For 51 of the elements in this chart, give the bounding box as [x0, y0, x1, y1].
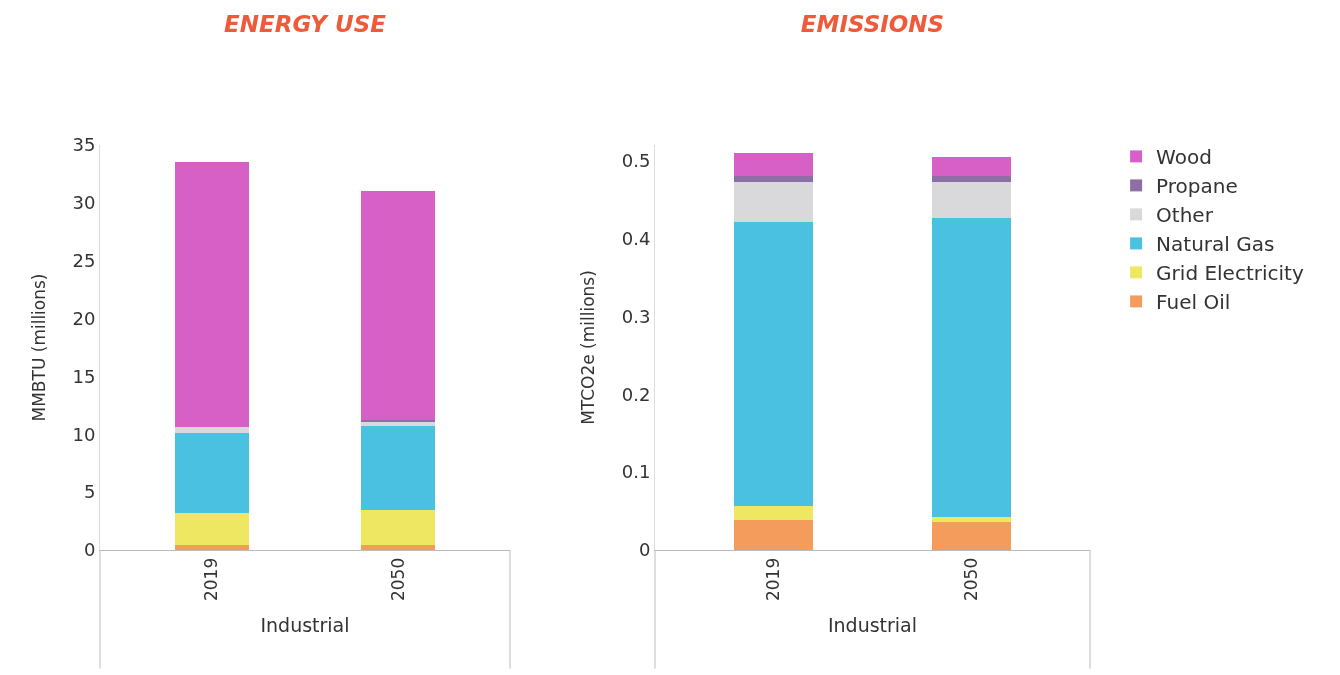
y-tick-label: 20	[72, 307, 96, 329]
y-tick-label: 15	[72, 365, 96, 387]
chart-title: EMISSIONS	[800, 10, 945, 37]
bar	[931, 156, 1011, 177]
bar	[174, 162, 250, 428]
bar	[931, 176, 1011, 183]
bar	[931, 182, 1011, 219]
bar	[734, 152, 814, 177]
y-tick-label: 5	[83, 481, 96, 503]
y-tick-label: 0.4	[621, 227, 651, 249]
bar	[734, 520, 814, 550]
bar	[174, 512, 250, 546]
bar	[931, 521, 1011, 550]
legend-label: Wood	[1156, 145, 1212, 170]
bar	[174, 427, 250, 434]
legend-label: Propane	[1156, 174, 1238, 199]
chart-title: ENERGY USE	[224, 10, 387, 37]
y-tick-label: 0.3	[621, 305, 651, 327]
y-tick-label: 0.5	[621, 149, 651, 171]
x-axis-title: Industrial	[827, 613, 918, 636]
y-axis-title: MTCO2e (millions)	[578, 270, 599, 425]
bar	[734, 506, 814, 521]
bar	[360, 509, 436, 546]
bar	[734, 222, 814, 507]
x-tick-label: 2050	[960, 557, 981, 602]
bar	[360, 191, 436, 421]
x-axis-title: Industrial	[260, 613, 350, 636]
legend-label: Fuel Oil	[1156, 290, 1231, 315]
y-tick-label: 30	[72, 192, 96, 214]
y-tick-label: 25	[72, 250, 96, 272]
x-tick-label: 2019	[763, 557, 784, 602]
x-tick-label: 2050	[387, 557, 408, 602]
y-tick-label: 35	[72, 134, 96, 156]
y-tick-label: 0	[83, 539, 96, 561]
y-tick-label: 0.2	[621, 383, 651, 405]
y-tick-label: 10	[72, 423, 96, 445]
bar	[360, 545, 436, 550]
legend-label: Other	[1156, 203, 1214, 228]
bar	[734, 181, 814, 223]
bar	[931, 218, 1011, 518]
y-axis-title: MMBTU (millions)	[29, 273, 50, 422]
bar	[174, 545, 250, 550]
bar	[360, 426, 436, 510]
legend-label: Natural Gas	[1156, 232, 1275, 257]
x-tick-label: 2019	[201, 557, 222, 602]
bar	[174, 433, 250, 513]
legend-label: Grid Electricity	[1156, 261, 1304, 286]
y-tick-label: 0.1	[621, 461, 651, 483]
bar	[931, 517, 1011, 522]
bar	[734, 176, 814, 182]
y-tick-label: 0	[638, 539, 651, 561]
